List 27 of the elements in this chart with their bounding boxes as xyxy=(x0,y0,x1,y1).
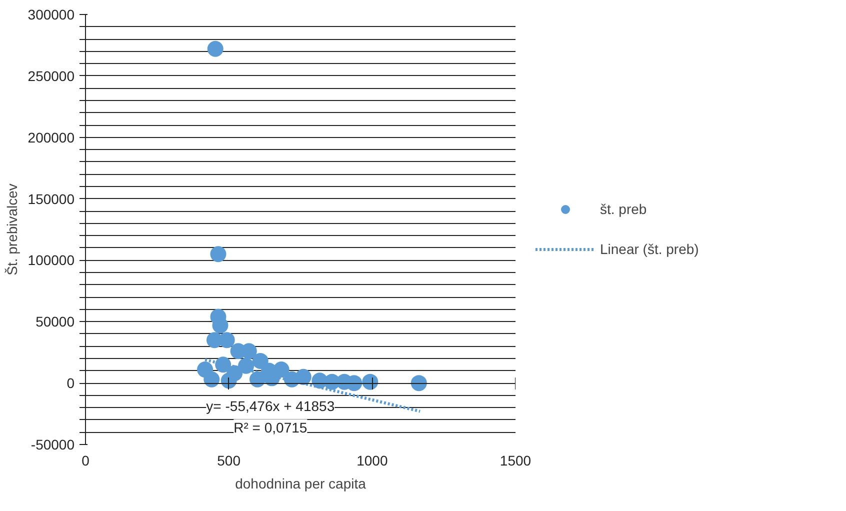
y-axis-title: Št. prebivalcev xyxy=(4,184,20,276)
point xyxy=(252,352,268,369)
point xyxy=(218,332,235,348)
point xyxy=(410,375,427,392)
annotation: y= -55,476x + 41853 xyxy=(206,398,335,414)
point xyxy=(346,375,362,392)
x-tick-label: 1000 xyxy=(356,452,388,468)
legend-label: Linear (št. preb) xyxy=(600,241,700,257)
point xyxy=(204,371,220,388)
x-axis-title: dohodnina per capita xyxy=(235,476,366,492)
annotation: R² = 0,0715 xyxy=(234,419,308,436)
point xyxy=(295,368,312,385)
x-tick-label: 500 xyxy=(217,452,241,468)
y-tick-label: 100000 xyxy=(28,252,75,268)
y-tick-label: 250000 xyxy=(28,68,75,84)
point xyxy=(238,358,254,374)
y-tick-label: 50000 xyxy=(36,314,75,330)
x-tick-label: 0 xyxy=(82,452,90,468)
y-tick-label: 0 xyxy=(66,375,75,392)
x-tick-label: 1500 xyxy=(500,452,532,468)
legend-label: št. preb xyxy=(600,201,648,217)
point xyxy=(210,246,226,262)
y-tick-label: -50000 xyxy=(30,436,75,452)
y-tick-label: 300000 xyxy=(28,6,75,22)
y-tick-label: 200000 xyxy=(28,129,75,146)
point xyxy=(207,40,224,57)
y-tick-label: 150000 xyxy=(28,190,75,207)
